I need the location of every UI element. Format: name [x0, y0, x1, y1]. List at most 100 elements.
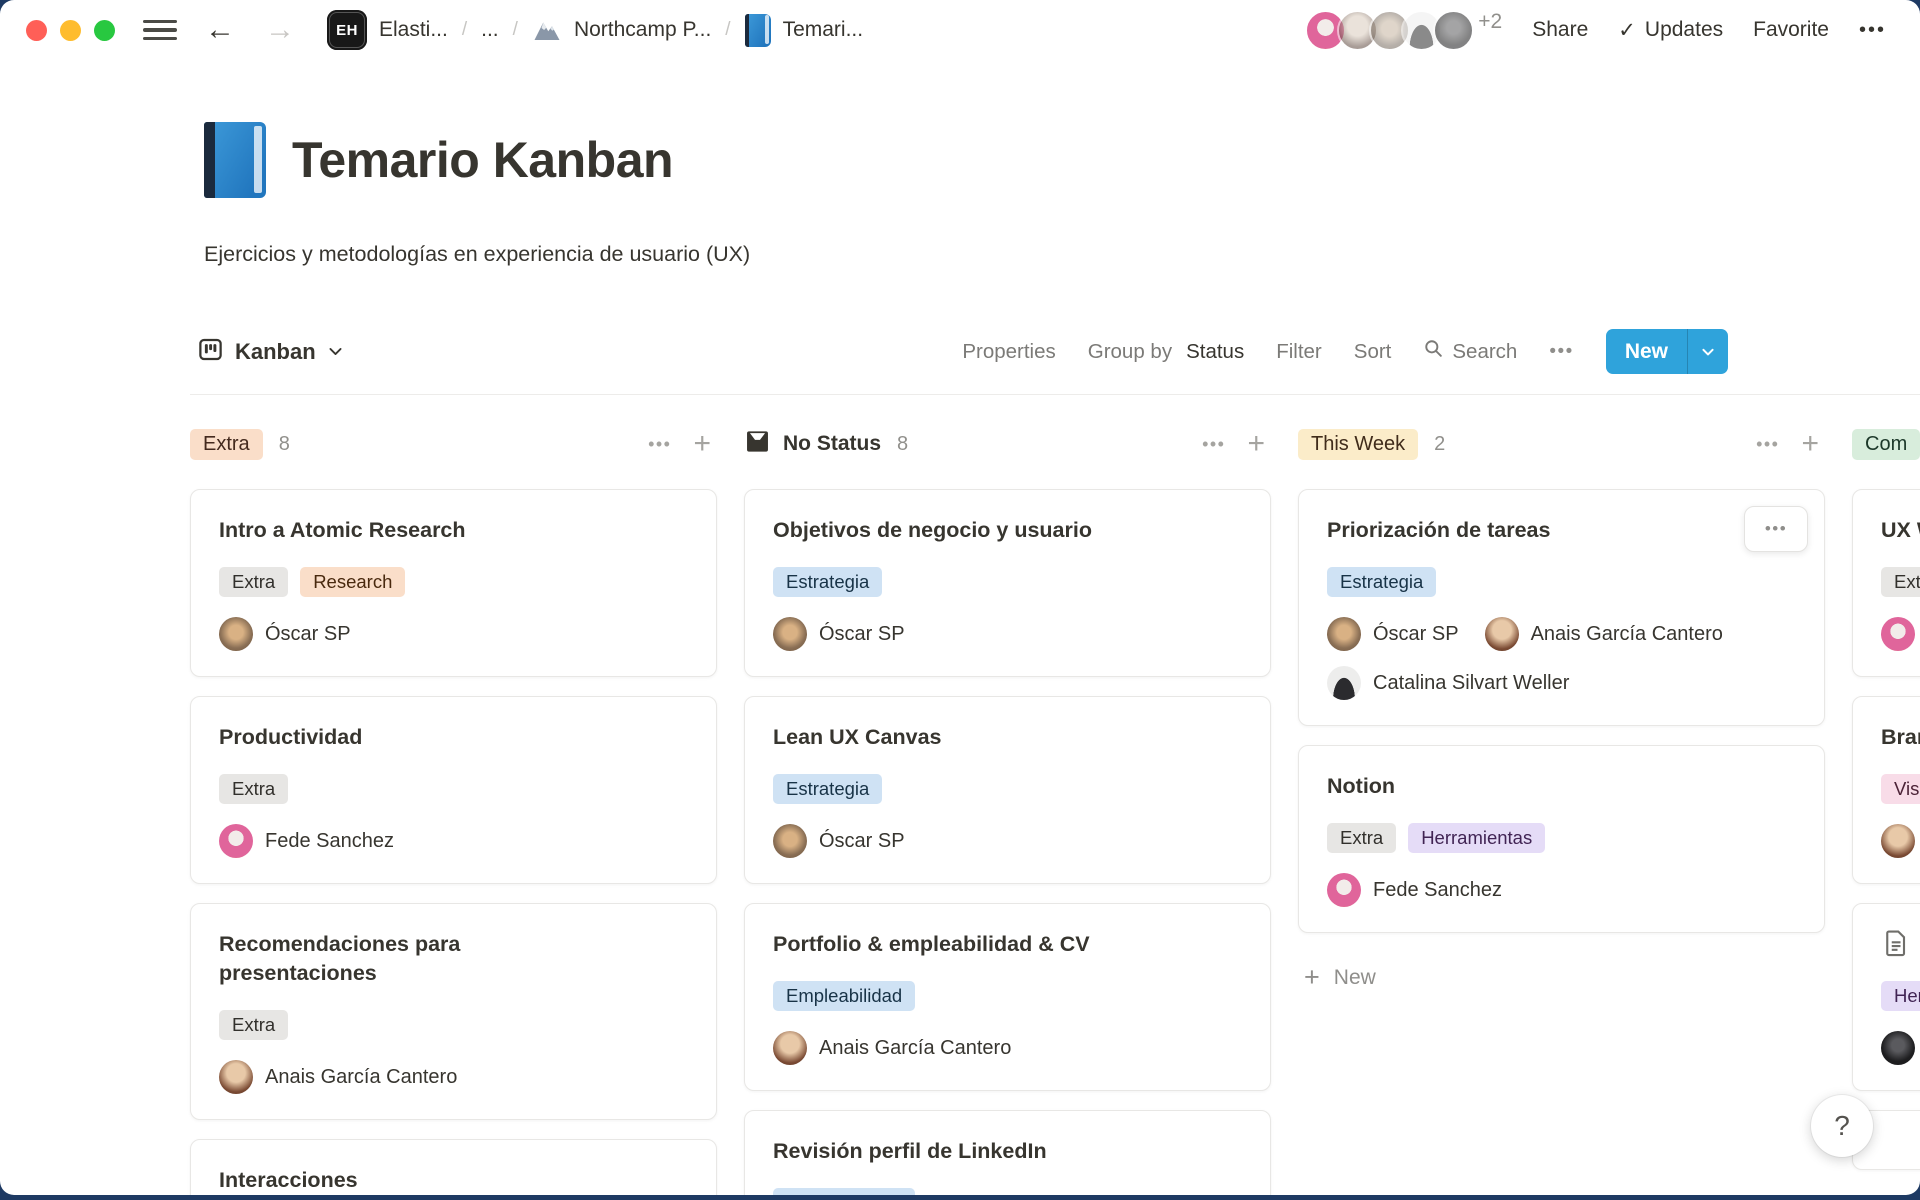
- tag: Empleabilidad: [773, 981, 916, 1012]
- card-tags: Visu: [1881, 774, 1920, 805]
- card-title: Recomendaciones para presentaciones: [219, 932, 461, 986]
- tag: Estrategia: [773, 567, 883, 598]
- card-menu-button[interactable]: •••: [1744, 506, 1808, 552]
- card-title: Notion: [1327, 774, 1396, 799]
- help-button[interactable]: ?: [1811, 1095, 1873, 1157]
- person: Fede Sanchez: [219, 824, 394, 859]
- fullscreen-window-button[interactable]: [94, 19, 115, 41]
- tag: Visu: [1881, 774, 1920, 805]
- more-members-count: +2: [1478, 9, 1503, 33]
- card-tags: Extra Herramientas: [1327, 823, 1796, 854]
- breadcrumb-page[interactable]: Temari...: [782, 18, 864, 41]
- more-options-icon[interactable]: •••: [1858, 18, 1886, 41]
- updates-button[interactable]: ✓ Updates: [1618, 18, 1724, 42]
- column-menu-icon[interactable]: •••: [648, 433, 672, 454]
- column-count: 8: [897, 432, 909, 455]
- kanban-card[interactable]: Intro a Atomic Research Extra Research Ó…: [190, 489, 717, 678]
- check-icon: ✓: [1618, 18, 1636, 42]
- column-menu-icon[interactable]: •••: [1202, 433, 1226, 454]
- breadcrumb-ellipsis[interactable]: ...: [481, 18, 499, 41]
- view-switcher[interactable]: Kanban: [197, 336, 344, 368]
- column-title-badge[interactable]: This Week: [1298, 428, 1419, 460]
- tag: Herramientas: [1881, 981, 1920, 1012]
- new-button-divider: [1687, 329, 1688, 374]
- tag: Extra: [1327, 823, 1397, 854]
- column-title-badge[interactable]: Com: [1852, 428, 1920, 460]
- group-by-button[interactable]: Group by Status: [1087, 339, 1245, 363]
- avatar-owl: [773, 617, 807, 652]
- tag: Estrategia: [1327, 567, 1437, 598]
- card-tags: Empleabilidad: [773, 981, 1242, 1012]
- person: S: [1881, 1031, 1920, 1066]
- kanban-card[interactable]: ••• Priorización de tareas Estrategia Ós…: [1298, 489, 1825, 727]
- new-button-label[interactable]: New: [1624, 339, 1668, 363]
- column-menu-icon[interactable]: •••: [1756, 433, 1780, 454]
- close-window-button[interactable]: [26, 19, 47, 41]
- card-people: Óscar SP Anais García Cantero Catalina S…: [1327, 617, 1796, 701]
- board-view-icon: [197, 336, 224, 368]
- card-people: Fede Sanchez Anais García Cantero: [1881, 617, 1920, 652]
- back-icon[interactable]: ←: [205, 13, 235, 46]
- kanban-card[interactable]: Productividad Extra Fede Sanchez: [190, 696, 717, 885]
- card-title: Intro a Atomic Research: [219, 518, 466, 542]
- properties-button[interactable]: Properties: [962, 339, 1056, 363]
- kanban-card[interactable]: Lean UX Canvas Estrategia Óscar SP: [744, 696, 1271, 885]
- favorite-button[interactable]: Favorite: [1753, 18, 1829, 41]
- filter-button[interactable]: Filter: [1276, 339, 1322, 363]
- kanban-card[interactable]: F Herramientas S S: [1852, 903, 1920, 1092]
- column-add-icon[interactable]: +: [1801, 427, 1819, 460]
- card-tags: Herramientas: [1881, 981, 1920, 1012]
- minimize-window-button[interactable]: [60, 19, 81, 41]
- card-tags: Extra Research: [219, 567, 688, 598]
- breadcrumb-workspace[interactable]: Elasti...: [379, 18, 448, 41]
- person: Óscar SP: [1327, 617, 1459, 652]
- kanban-card[interactable]: Revisión perfil de LinkedIn Empleabilida…: [744, 1110, 1271, 1195]
- person: Anais García Cantero: [773, 1031, 1011, 1066]
- sort-button[interactable]: Sort: [1353, 339, 1392, 363]
- search-icon: [1423, 338, 1444, 365]
- breadcrumb-teamspace[interactable]: Northcamp P...: [573, 18, 712, 41]
- kanban-card[interactable]: UX W Extra Fede Sanchez Anais García Can…: [1852, 489, 1920, 678]
- avatar-anais: [773, 1031, 807, 1066]
- column-add-icon[interactable]: +: [693, 427, 711, 460]
- kanban-card[interactable]: Objetivos de negocio y usuario Estrategi…: [744, 489, 1271, 678]
- person: Anais García Cantero: [1881, 824, 1920, 859]
- person: Anais García Cantero: [1484, 617, 1723, 652]
- workspace-logo-icon[interactable]: EH: [327, 10, 367, 50]
- add-card-button[interactable]: + New: [1304, 962, 1376, 993]
- tag: Estrategia: [773, 774, 883, 805]
- member-avatars[interactable]: +2: [1305, 9, 1503, 51]
- column-title-badge[interactable]: Extra: [190, 428, 263, 460]
- column-header: This Week 2 ••• +: [1298, 425, 1825, 463]
- card-people: Óscar SP: [773, 824, 1242, 859]
- new-button-chevron-icon[interactable]: [1688, 329, 1728, 374]
- avatar-fede: [219, 824, 253, 859]
- breadcrumb-separator: /: [512, 19, 518, 40]
- column-add-icon[interactable]: +: [1247, 427, 1265, 460]
- kanban-card[interactable]: Recomendaciones para presentaciones Extr…: [190, 903, 717, 1121]
- forward-icon[interactable]: →: [265, 13, 295, 46]
- breadcrumb-separator: /: [461, 19, 468, 40]
- column-title[interactable]: No Status: [744, 428, 881, 461]
- kanban-card[interactable]: Notion Extra Herramientas Fede Sanchez: [1298, 745, 1825, 934]
- kanban-card[interactable]: Bran Visu Anais García Cantero: [1852, 696, 1920, 885]
- plus-icon: +: [1304, 962, 1320, 993]
- page-icon-blue-book[interactable]: [204, 122, 266, 198]
- avatar-anais: [219, 1060, 253, 1095]
- view-toolbar: Kanban Properties Group by Status Filter …: [197, 329, 1728, 374]
- toolbar-actions: Properties Group by Status Filter Sort Se…: [962, 329, 1728, 374]
- kanban-card[interactable]: Interacciones: [190, 1139, 717, 1195]
- card-title: Objetivos de negocio y usuario: [773, 518, 1092, 542]
- teamspace-mountain-icon: [532, 15, 562, 45]
- kanban-card[interactable]: Portfolio & empleabilidad & CV Empleabil…: [744, 903, 1271, 1092]
- toolbar-more-icon[interactable]: •••: [1549, 340, 1574, 362]
- share-button[interactable]: Share: [1532, 18, 1589, 41]
- sidebar-toggle-icon[interactable]: [143, 18, 177, 42]
- board-column-completed: Com ••• + UX W Extra Fede Sanchez Anais …: [1852, 425, 1920, 1195]
- new-button[interactable]: New: [1605, 329, 1728, 374]
- avatar-catalina: [1327, 666, 1361, 701]
- person: Óscar SP: [773, 617, 905, 652]
- search-button[interactable]: Search: [1423, 338, 1517, 365]
- view-name: Kanban: [235, 338, 316, 364]
- breadcrumb: EH Elasti... / ... / Northcamp P... / Te…: [327, 10, 863, 50]
